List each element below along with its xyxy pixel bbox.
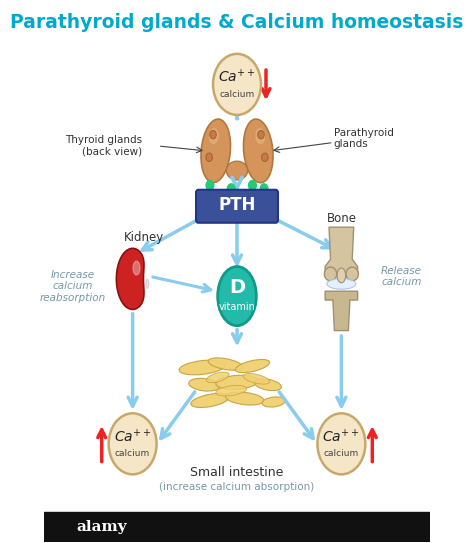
Ellipse shape — [262, 397, 285, 407]
Text: calcium: calcium — [219, 90, 255, 99]
Ellipse shape — [210, 129, 218, 143]
Ellipse shape — [218, 267, 256, 326]
Text: Parathyroid
glands: Parathyroid glands — [334, 128, 393, 149]
Text: Thyroid glands
(back view): Thyroid glands (back view) — [65, 135, 142, 157]
Circle shape — [239, 190, 246, 200]
Ellipse shape — [201, 119, 230, 182]
Text: D: D — [229, 278, 245, 297]
Polygon shape — [325, 291, 357, 331]
Text: PTH: PTH — [219, 196, 255, 214]
Text: vitamin: vitamin — [219, 302, 255, 312]
Text: Bone: Bone — [327, 212, 356, 225]
Circle shape — [262, 153, 268, 161]
Text: $Ca^{++}$: $Ca^{++}$ — [322, 428, 360, 445]
Ellipse shape — [226, 392, 264, 405]
Circle shape — [214, 200, 221, 210]
Polygon shape — [325, 227, 357, 276]
Ellipse shape — [243, 374, 270, 384]
Text: Release
calcium: Release calcium — [381, 266, 422, 287]
Circle shape — [206, 180, 214, 190]
Text: Small intestine: Small intestine — [191, 466, 283, 479]
Ellipse shape — [146, 280, 149, 288]
Ellipse shape — [337, 268, 346, 283]
Circle shape — [248, 180, 256, 190]
FancyBboxPatch shape — [196, 190, 278, 223]
Ellipse shape — [327, 279, 356, 289]
Text: Parathyroid glands & Calcium homeostasis: Parathyroid glands & Calcium homeostasis — [10, 13, 464, 32]
Circle shape — [109, 413, 156, 475]
Ellipse shape — [189, 378, 219, 391]
Circle shape — [218, 190, 226, 200]
Text: Increase
calcium
reabsorption: Increase calcium reabsorption — [39, 270, 106, 303]
Ellipse shape — [216, 375, 258, 389]
Circle shape — [260, 184, 268, 194]
Ellipse shape — [227, 161, 247, 180]
Text: $Ca^{++}$: $Ca^{++}$ — [218, 68, 256, 86]
Text: alamy: alamy — [76, 520, 127, 534]
Ellipse shape — [133, 261, 140, 275]
Polygon shape — [117, 248, 144, 310]
Text: calcium: calcium — [324, 449, 359, 458]
Ellipse shape — [208, 358, 243, 370]
Ellipse shape — [255, 379, 282, 390]
Circle shape — [228, 184, 235, 194]
Ellipse shape — [216, 386, 246, 396]
Text: $Ca^{++}$: $Ca^{++}$ — [114, 428, 152, 445]
Ellipse shape — [179, 360, 225, 375]
Bar — [44, 512, 430, 542]
Ellipse shape — [235, 359, 270, 372]
Circle shape — [258, 130, 264, 139]
Ellipse shape — [244, 119, 273, 182]
Ellipse shape — [206, 372, 229, 383]
Text: (increase calcium absorption): (increase calcium absorption) — [159, 482, 315, 492]
Circle shape — [233, 199, 241, 209]
Circle shape — [253, 200, 260, 210]
Circle shape — [213, 54, 261, 115]
Ellipse shape — [324, 267, 337, 281]
Ellipse shape — [191, 394, 229, 407]
Circle shape — [318, 413, 365, 475]
Circle shape — [206, 153, 212, 161]
Circle shape — [210, 130, 216, 139]
Text: Kidney: Kidney — [124, 231, 164, 243]
Ellipse shape — [346, 267, 358, 281]
Ellipse shape — [256, 129, 264, 143]
Text: calcium: calcium — [115, 449, 150, 458]
